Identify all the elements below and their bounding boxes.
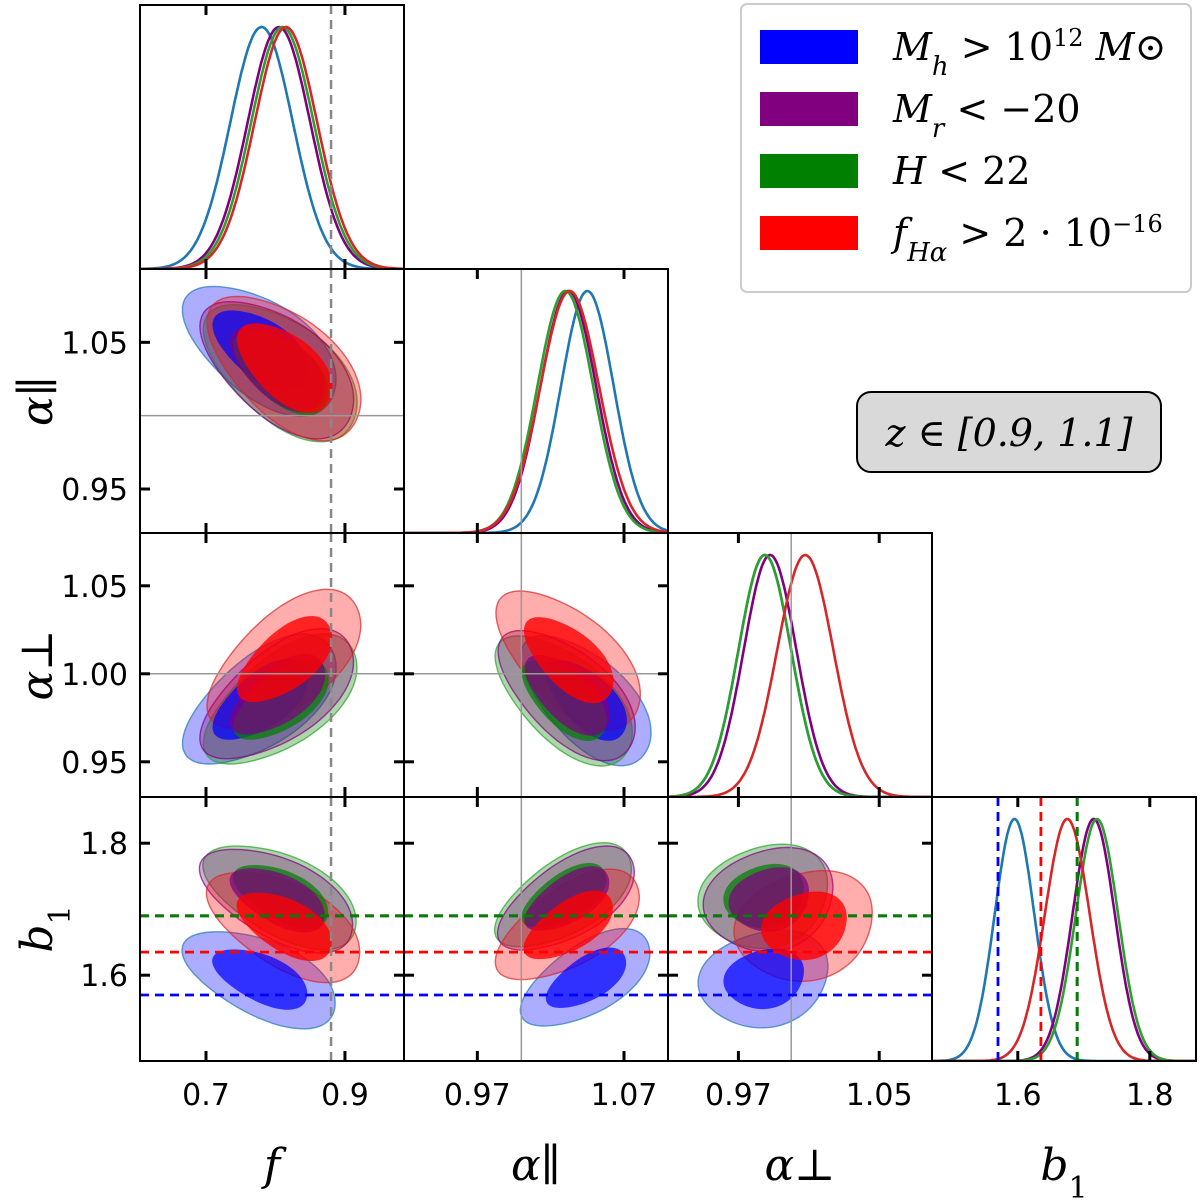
x-tick-label: 0.97	[705, 1078, 772, 1113]
y-axis-label-subscript: 1	[43, 905, 78, 924]
x-tick-label: 0.7	[182, 1078, 230, 1113]
contour-68-4	[523, 890, 613, 960]
y-tick-label: 1.6	[80, 959, 128, 994]
y-tick-label: 1.00	[61, 658, 128, 693]
marginal-curve-3	[140, 25, 404, 269]
x-tick-label: 1.07	[591, 1078, 658, 1113]
annotation-box	[856, 391, 1162, 473]
legend-relation: < −20	[944, 87, 1080, 131]
x-axis-label-f: f	[261, 1140, 287, 1191]
y-tick-label: 1.05	[61, 326, 128, 361]
legend-relation: > 2 · 10	[947, 211, 1112, 255]
contour-panel-f-vs-b1	[140, 797, 404, 1061]
x-tick-label: 1.6	[994, 1078, 1042, 1113]
y-tick-label: 0.95	[61, 473, 128, 508]
x-axis-label-b1: b1	[1040, 1140, 1087, 1204]
x-tick-label: 1.05	[846, 1078, 913, 1113]
legend-subscript: Hα	[906, 238, 948, 268]
marginal-curve-2	[140, 25, 404, 269]
contour-68-4	[761, 891, 847, 961]
marginal-curve-4	[668, 553, 932, 797]
y-tick-label: 1.05	[61, 570, 128, 605]
redshift-annotation: z ∈ [0.9, 1.1]	[856, 391, 1162, 473]
contour-68-4	[236, 616, 333, 703]
legend-swatch-2	[760, 92, 858, 126]
panels-layer: 0.95 1.05 α∥ 0.95 1.00 1.05 α⊥ 0.7 0.9 f 1.6 1.8 b1 0…	[12, 4, 1197, 1204]
legend-superscript: −16	[1112, 210, 1163, 238]
contour-panel-alpha_perp-vs-b1	[668, 797, 932, 1061]
marginal-curve-2	[668, 553, 932, 797]
legend-subscript: h	[932, 52, 949, 82]
x-tick-label: 1.8	[1126, 1078, 1174, 1113]
y-tick-label: 0.95	[61, 746, 128, 781]
marginal-curve-4	[932, 817, 1196, 1061]
marginal-curve-4	[140, 25, 404, 269]
y-axis-label-alpha_perp: α⊥	[12, 629, 63, 700]
panel-frame	[139, 4, 405, 270]
contour-68-4	[237, 323, 333, 413]
legend-unit: M⊙	[1084, 25, 1167, 69]
marginal-panel-f	[140, 5, 404, 269]
x-axis-label-subscript: 1	[1069, 1171, 1088, 1204]
marginal-panel-alpha_perp	[668, 533, 932, 797]
panel-frame	[931, 796, 1197, 1062]
contour-68-4	[523, 617, 614, 704]
contour-panel-f-vs-alpha_par	[140, 269, 404, 533]
marginal-curve-3	[932, 817, 1196, 1061]
marginal-curve-2	[932, 817, 1196, 1061]
y-tick-label: 1.8	[80, 827, 128, 862]
contour-68-2	[524, 655, 610, 736]
legend-label-3: H < 22	[892, 149, 1031, 193]
legend-swatch-4	[760, 216, 858, 250]
annotation-text: z ∈ [0.9, 1.1]	[885, 411, 1133, 455]
contour-panel-f-vs-alpha_perp	[140, 533, 404, 797]
marginal-curve-3	[404, 289, 668, 533]
marginal-curve-1	[404, 289, 668, 533]
y-axis-label-b1: b1	[12, 905, 78, 952]
marginal-panel-b1	[932, 797, 1196, 1061]
x-axis-label-alpha_par: α∥	[511, 1140, 561, 1191]
legend-swatch-3	[760, 154, 858, 188]
y-axis-label-alpha_par: α∥	[12, 376, 63, 426]
marginal-curve-4	[404, 289, 668, 533]
marginal-curve-1	[932, 817, 1196, 1061]
x-tick-label: 0.97	[444, 1078, 511, 1113]
legend-swatch-1	[760, 30, 858, 64]
contour-68-4	[236, 892, 332, 961]
marginal-curve-1	[140, 25, 404, 269]
x-tick-label: 0.9	[321, 1078, 369, 1113]
legend-relation: < 22	[926, 149, 1030, 193]
marginal-panel-alpha_par	[404, 269, 668, 533]
legend-subscript: r	[932, 114, 946, 144]
contour-68-1	[545, 947, 627, 1008]
legend-superscript: 12	[1053, 24, 1084, 52]
x-axis-label-alpha_perp: α⊥	[764, 1140, 835, 1191]
contour-panel-alpha_par-vs-b1	[404, 797, 668, 1061]
legend-relation: > 10	[949, 25, 1053, 69]
marginal-curve-3	[668, 553, 932, 797]
contour-panel-alpha_par-vs-alpha_perp	[404, 533, 668, 797]
